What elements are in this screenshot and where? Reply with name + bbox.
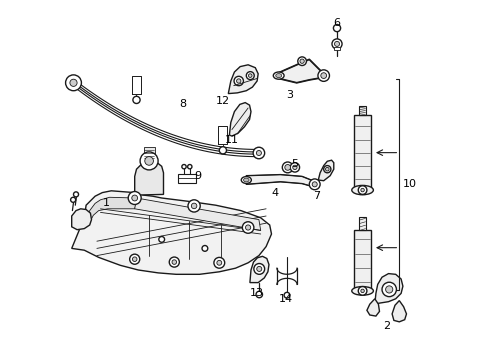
- Bar: [353, 230, 370, 291]
- Polygon shape: [318, 160, 333, 181]
- Circle shape: [292, 165, 296, 170]
- Polygon shape: [134, 198, 260, 230]
- Bar: [359, 217, 365, 230]
- Circle shape: [216, 260, 221, 265]
- Circle shape: [70, 197, 76, 202]
- Circle shape: [334, 41, 339, 46]
- Text: 13: 13: [249, 288, 264, 298]
- Circle shape: [253, 147, 264, 159]
- Circle shape: [256, 266, 261, 271]
- Circle shape: [256, 291, 262, 298]
- Text: 2: 2: [383, 321, 389, 331]
- Circle shape: [236, 79, 241, 83]
- Circle shape: [299, 59, 304, 63]
- Bar: [143, 147, 154, 161]
- Bar: [353, 115, 370, 190]
- Circle shape: [191, 203, 197, 209]
- Text: 4: 4: [271, 188, 278, 198]
- Circle shape: [333, 24, 340, 32]
- Circle shape: [248, 74, 251, 77]
- Circle shape: [245, 225, 250, 230]
- Circle shape: [253, 264, 264, 274]
- Polygon shape: [391, 301, 406, 322]
- Polygon shape: [134, 161, 163, 195]
- Text: 12: 12: [215, 96, 229, 106]
- Circle shape: [133, 96, 140, 104]
- Text: 11: 11: [224, 135, 239, 145]
- Circle shape: [169, 257, 179, 267]
- Circle shape: [289, 163, 299, 172]
- Circle shape: [311, 182, 317, 187]
- Circle shape: [282, 162, 292, 173]
- Circle shape: [73, 192, 79, 197]
- Circle shape: [381, 282, 396, 297]
- Circle shape: [172, 260, 176, 264]
- Circle shape: [317, 70, 329, 81]
- Circle shape: [234, 76, 243, 86]
- Circle shape: [358, 186, 366, 194]
- Text: 6: 6: [332, 18, 339, 28]
- Circle shape: [385, 286, 392, 293]
- Circle shape: [323, 166, 330, 173]
- Circle shape: [187, 200, 200, 212]
- Text: 10: 10: [402, 179, 416, 189]
- Circle shape: [65, 75, 81, 91]
- Polygon shape: [228, 65, 258, 94]
- Polygon shape: [374, 274, 402, 304]
- Circle shape: [159, 237, 164, 242]
- Polygon shape: [249, 256, 268, 283]
- Circle shape: [284, 165, 290, 170]
- Circle shape: [358, 287, 366, 295]
- Ellipse shape: [241, 177, 251, 183]
- Ellipse shape: [351, 185, 373, 195]
- Polygon shape: [366, 299, 379, 316]
- Circle shape: [360, 289, 364, 293]
- Circle shape: [219, 147, 226, 154]
- Circle shape: [242, 222, 253, 233]
- Ellipse shape: [273, 72, 284, 79]
- Circle shape: [187, 165, 192, 169]
- Circle shape: [132, 257, 137, 261]
- Text: 5: 5: [291, 159, 298, 169]
- Ellipse shape: [351, 287, 373, 295]
- Bar: [359, 106, 365, 115]
- Polygon shape: [278, 59, 323, 83]
- Circle shape: [70, 79, 77, 86]
- Circle shape: [202, 246, 207, 251]
- Text: 14: 14: [278, 294, 292, 304]
- Circle shape: [297, 57, 306, 66]
- Circle shape: [213, 257, 224, 268]
- Polygon shape: [86, 197, 136, 222]
- Circle shape: [320, 73, 326, 78]
- Polygon shape: [229, 103, 250, 136]
- Circle shape: [182, 165, 186, 169]
- Circle shape: [331, 39, 342, 49]
- Circle shape: [246, 72, 254, 80]
- Polygon shape: [178, 174, 196, 183]
- Circle shape: [309, 179, 320, 190]
- Text: 3: 3: [285, 90, 292, 100]
- Circle shape: [144, 157, 153, 165]
- Polygon shape: [72, 209, 91, 230]
- Circle shape: [284, 292, 289, 298]
- Circle shape: [128, 192, 141, 204]
- Text: 1: 1: [102, 198, 109, 208]
- Text: 7: 7: [312, 191, 320, 201]
- Circle shape: [325, 167, 328, 171]
- Ellipse shape: [243, 178, 248, 182]
- Circle shape: [256, 150, 261, 156]
- Text: 8: 8: [180, 99, 186, 109]
- Ellipse shape: [275, 73, 281, 77]
- Text: 9: 9: [194, 171, 201, 181]
- Circle shape: [129, 254, 140, 264]
- Circle shape: [360, 188, 364, 192]
- Polygon shape: [246, 175, 314, 187]
- Circle shape: [131, 195, 137, 201]
- Polygon shape: [333, 47, 340, 50]
- Circle shape: [140, 152, 158, 170]
- Polygon shape: [72, 191, 271, 274]
